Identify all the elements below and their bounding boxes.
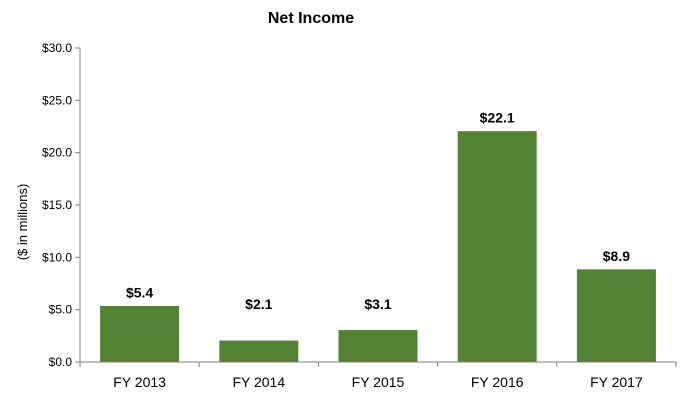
y-tick-label: $30.0	[42, 41, 72, 55]
bar	[575, 268, 657, 363]
bar	[218, 339, 300, 363]
bar	[456, 130, 538, 363]
x-tick-label: FY 2017	[590, 374, 643, 390]
x-tick-label: FY 2016	[471, 374, 524, 390]
data-label: $2.1	[245, 296, 272, 312]
data-label: $5.4	[126, 284, 153, 300]
x-axis-ticks: FY 2013 FY 2014 FY 2015 FY 2016 FY 2017	[113, 374, 643, 390]
y-tick-label: $0.0	[49, 355, 73, 369]
x-tick-label: FY 2014	[232, 374, 285, 390]
y-tick-label: $25.0	[42, 93, 72, 107]
y-tick-label: $5.0	[49, 303, 73, 317]
bar	[99, 304, 181, 363]
chart-title: Net Income	[268, 10, 354, 27]
bar	[337, 329, 419, 363]
data-label: $22.1	[480, 110, 515, 126]
data-label: $3.1	[364, 296, 391, 312]
y-tick-label: $20.0	[42, 146, 72, 160]
data-labels: $5.4 $2.1 $3.1 $22.1 $8.9	[126, 110, 630, 312]
x-tick-label: FY 2013	[113, 374, 166, 390]
y-tick-label: $15.0	[42, 198, 72, 212]
y-axis-label: ($ in millions)	[15, 184, 30, 261]
data-label: $8.9	[603, 248, 630, 264]
y-axis-ticks: $0.0 $5.0 $10.0 $15.0 $20.0 $25.0 $30.0	[42, 41, 80, 369]
y-tick-label: $10.0	[42, 250, 72, 264]
axes	[79, 48, 677, 367]
x-tick-label: FY 2015	[352, 374, 405, 390]
bars	[99, 130, 657, 363]
